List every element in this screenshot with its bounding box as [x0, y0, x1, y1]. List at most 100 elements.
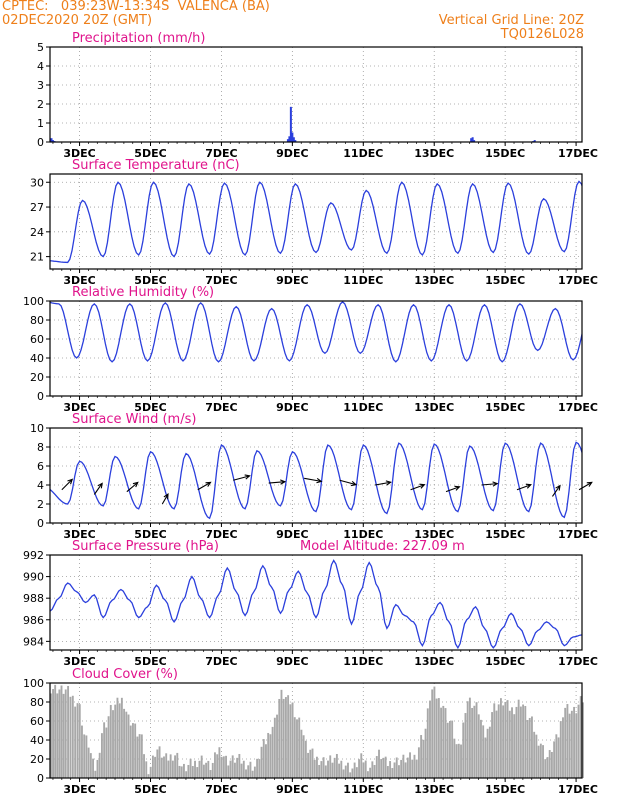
- cloud-bar: [453, 738, 456, 778]
- panel-4-xtick-label: 11DEC: [343, 655, 383, 668]
- panel-0-ytick-label: 4: [37, 60, 44, 73]
- wind-arrow-head: [555, 484, 561, 491]
- wind-arrow: [304, 477, 322, 482]
- precip-bar: [470, 138, 473, 142]
- cloud-bar: [568, 713, 571, 778]
- panel-1-xtick-label: 11DEC: [343, 274, 383, 287]
- wind-arrow-head: [205, 481, 212, 487]
- wind-arrow: [93, 483, 103, 495]
- cloud-bar: [577, 704, 580, 778]
- cloud-bar: [245, 769, 247, 778]
- cloud-bar: [358, 759, 360, 778]
- cloud-bar: [249, 761, 252, 778]
- cloud-bar: [389, 761, 392, 778]
- panel-5-xtick-label: 15DEC: [485, 783, 525, 796]
- panel-4-ytick-label: 992: [23, 549, 44, 562]
- cloud-bar: [134, 723, 137, 778]
- cloud-bar: [322, 757, 325, 778]
- cloud-bar: [260, 746, 263, 778]
- cloud-bar: [391, 768, 394, 778]
- wind-arrow: [161, 493, 169, 505]
- cloud-bar: [364, 760, 367, 778]
- cloud-bar: [375, 756, 378, 778]
- cloud-bar: [426, 708, 429, 778]
- cloud-bar: [136, 736, 139, 778]
- cloud-bar: [433, 686, 436, 778]
- panel-1-xtick-label: 9DEC: [276, 274, 308, 287]
- panel-5-ytick-label: 0: [37, 772, 44, 785]
- cloud-bar: [280, 689, 283, 778]
- panel-0-ytick-label: 0: [37, 136, 44, 149]
- panel-2-xtick-label: 9DEC: [276, 401, 308, 414]
- cloud-bar: [442, 705, 445, 778]
- cloud-bar: [118, 703, 121, 778]
- cloud-bar: [440, 707, 443, 778]
- cloud-bar: [526, 720, 529, 778]
- cloud-bar: [220, 756, 223, 778]
- cloud-bar: [324, 765, 327, 778]
- precip-bar: [286, 139, 289, 142]
- cloud-bar: [287, 695, 290, 778]
- precip-bar: [292, 137, 295, 142]
- cloud-bar: [194, 760, 196, 778]
- cloud-bar: [528, 717, 531, 778]
- cloud-bar: [544, 759, 547, 778]
- cloud-bar: [112, 710, 114, 778]
- cloud-bar: [531, 716, 533, 778]
- panel-2-ytick-label: 0: [37, 390, 44, 403]
- cloud-bar: [87, 747, 90, 778]
- cloud-bar: [484, 737, 487, 778]
- cloud-bar: [214, 752, 216, 778]
- cloud-bar: [293, 717, 296, 778]
- cloud-bar: [411, 759, 414, 778]
- panel-5-xtick-label: 9DEC: [276, 783, 308, 796]
- cloud-bar: [400, 759, 403, 778]
- panel-3-ytick-label: 0: [37, 517, 44, 530]
- cloud-bar: [149, 766, 152, 778]
- cloud-bar: [373, 764, 376, 778]
- wind-arrow: [551, 485, 561, 497]
- cloud-bar: [515, 706, 518, 778]
- cloud-bar: [360, 753, 363, 778]
- cloud-bar: [533, 731, 536, 778]
- cloud-bar: [506, 700, 509, 778]
- cloud-bar: [54, 684, 57, 778]
- cloud-bar: [497, 704, 500, 778]
- panel-0-xtick-label: 15DEC: [485, 147, 525, 160]
- panel-5-title: Cloud Cover (%): [72, 667, 178, 682]
- panel-3-ytick-label: 6: [37, 460, 44, 473]
- panel-4-title: Surface Pressure (hPa): [72, 539, 219, 554]
- cloud-bar: [480, 719, 482, 778]
- precip-bar: [473, 140, 476, 142]
- wind-arrow: [481, 483, 498, 486]
- cloud-bar: [116, 697, 119, 778]
- cloud-bar: [579, 696, 582, 778]
- cloud-bar: [542, 745, 544, 778]
- cloud-bar: [127, 714, 130, 778]
- panel-4-ytick-label: 988: [23, 592, 44, 605]
- wind-arrow-head: [97, 482, 103, 489]
- panel-3-xtick-label: 17DEC: [558, 528, 598, 541]
- panel-1-xtick-label: 13DEC: [414, 274, 454, 287]
- panel-4-xtick-label: 17DEC: [558, 655, 598, 668]
- cloud-bar: [83, 734, 86, 778]
- panel-2-xtick-label: 15DEC: [485, 401, 525, 414]
- cloud-bar: [499, 698, 502, 778]
- cloud-bar: [318, 764, 321, 778]
- cloud-bar: [125, 711, 128, 778]
- station-info: CPTEC: 039:23W-13:34S VALENCA (BA): [2, 0, 270, 14]
- cloud-bar: [85, 735, 88, 778]
- wind-arrow-head: [492, 481, 499, 487]
- cloud-bar: [488, 726, 491, 778]
- precip-bar: [51, 140, 54, 142]
- cloud-bar: [369, 767, 372, 778]
- cloud-bar: [415, 759, 418, 778]
- panel-3-xtick-label: 7DEC: [205, 528, 237, 541]
- cloud-bar: [446, 722, 449, 778]
- cloud-bar: [147, 774, 150, 778]
- precip-bar: [533, 140, 536, 142]
- panel-2-ytick-label: 60: [30, 333, 44, 346]
- cloud-bar: [413, 754, 416, 778]
- cloud-bar: [151, 755, 154, 778]
- cloud-bar: [435, 698, 438, 778]
